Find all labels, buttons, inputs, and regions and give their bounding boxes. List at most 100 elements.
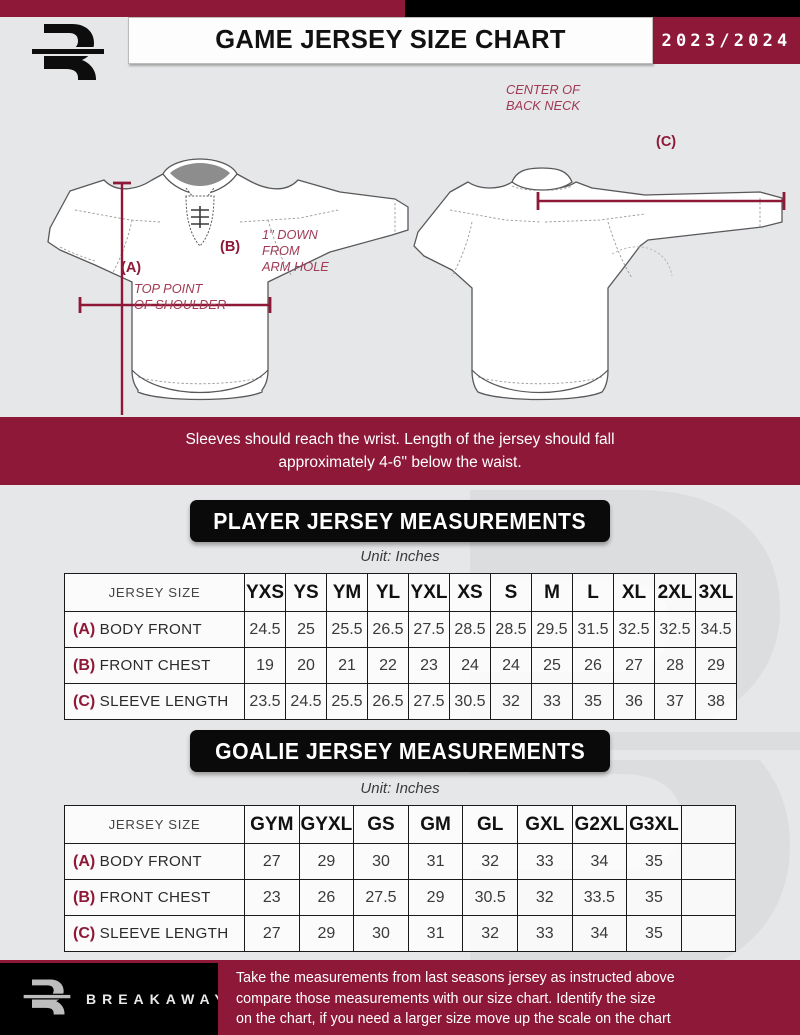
footer-instructions: Take the measurements from last seasons … [218,963,800,1035]
row-tag: (C) [73,924,100,942]
row-name: BODY FRONT [99,852,202,870]
front-measure-lines [78,181,272,438]
row-name: SLEEVE LENGTH [99,692,229,710]
size-header-yl: YL [367,573,409,612]
size-header-g2xl: G2XL [571,805,628,844]
table-row: (C) SLEEVE LENGTH 23.5 24.5 25.5 26.5 27.5 30.… [64,683,737,720]
player-section-title-text: PLAYER JERSEY MEASUREMENTS [213,507,587,534]
measurement-cell: 19 [244,647,286,684]
measurement-cell: 23.5 [244,683,286,720]
footer-line3: on the chart, if you need a larger size … [236,1011,671,1028]
measurement-cell: 23 [244,879,300,916]
size-header-gxl: GXL [516,805,573,844]
annotation-a-line1: TOP POINT [134,281,203,296]
measurement-cell: 38 [695,683,737,720]
measurement-cell: 29.5 [531,611,573,648]
jersey-diagrams: (A) TOP POINT OF SHOULDER (B) 1" DOWN FR… [0,70,800,438]
measurement-cell: 25 [531,647,573,684]
row-name: FRONT CHEST [99,888,211,906]
fit-note-banner: Sleeves should reach the wrist. Length o… [0,417,800,485]
annotation-c-tag: (C) [656,134,677,150]
measurement-cell: 27 [244,843,300,880]
size-header-l: L [572,573,614,612]
row-name: BODY FRONT [99,620,202,638]
goalie-table-body: JERSEY SIZE GYM GYXL GS GM GL GXL G2XL G3XL (A) B… [64,805,737,952]
breakaway-b-logo-icon [22,977,72,1022]
measurement-cell: 27 [613,647,655,684]
breakaway-b-logo-icon [28,20,108,80]
goalie-unit-label: Unit: Inches [360,780,440,797]
size-header-gl: GL [462,805,518,844]
measurement-cell: 29 [407,879,464,916]
measurement-cell: 24.5 [285,683,327,720]
measurement-cell [680,843,737,880]
footer-brand-name: BREAKAWAY [86,991,230,1007]
row-label: (A) BODY FRONT [64,611,245,648]
measurement-cell: 31 [407,843,464,880]
row-label: (A) BODY FRONT [64,843,245,880]
annotation-b-line2: FROM [262,243,300,258]
page-header: GAME JERSEY SIZE CHART 2023/2024 [0,17,800,80]
size-header-gm: GM [407,805,464,844]
size-header-2xl: 2XL [654,573,696,612]
measurement-cell: 35 [626,879,682,916]
fit-note-line2: approximately 4-6" below the waist. [278,454,522,471]
measurement-cell: 32 [516,879,573,916]
season-year-text: 2023/2024 [661,30,792,51]
row-label: (B) FRONT CHEST [64,879,245,916]
measurement-cell: 33 [531,683,573,720]
measurement-cell: 34.5 [695,611,737,648]
measurement-cell: 25.5 [326,683,368,720]
top-accent-strip [0,0,800,17]
footer-divider-rule [0,960,800,963]
row-name: FRONT CHEST [99,656,211,674]
measurement-cell: 35 [626,843,682,880]
top-strip-maroon [0,0,405,17]
measurement-cell: 32 [462,915,518,952]
page-title: GAME JERSEY SIZE CHART [128,17,653,64]
table-row: (C) SLEEVE LENGTH 27 29 30 31 32 33 34 35 [64,915,737,952]
annotation-b-line1: 1" DOWN [262,227,318,242]
row-tag: (C) [73,692,100,710]
measurement-cell: 24 [490,647,532,684]
size-header-m: M [531,573,573,612]
size-header-empty [680,805,737,844]
measurement-cell: 25 [285,611,327,648]
measurement-cell: 20 [285,647,327,684]
footer-instructions-text: Take the measurements from last seasons … [236,968,675,1030]
annotation-b-line3: ARM HOLE [262,259,329,274]
measurement-cell: 24.5 [244,611,286,648]
measurement-cell: 28 [654,647,696,684]
jersey-size-header: JERSEY SIZE [64,805,245,844]
table-header-row: JERSEY SIZE YXS YS YM YL YXL XS S M L XL 2XL 3XL [64,573,737,612]
size-header-ym: YM [326,573,368,612]
measurement-cell: 34 [571,843,628,880]
measurement-cell: 22 [367,647,409,684]
measurement-cell: 30 [353,915,409,952]
player-table-body: JERSEY SIZE YXS YS YM YL YXL XS S M L XL 2XL 3XL (A) … [64,573,737,720]
top-strip-black [405,0,800,17]
annotation-a-text: TOP POINT OF SHOULDER [134,281,226,313]
measurement-cell: 32 [490,683,532,720]
row-label: (B) FRONT CHEST [64,647,245,684]
annotation-c-line1: CENTER OF [506,82,580,97]
row-tag: (B) [73,656,100,674]
measurement-cell: 33 [516,843,573,880]
measurement-cell: 36 [613,683,655,720]
page-footer: BREAKAWAY Take the measurements from las… [0,963,800,1035]
measurement-cell: 31.5 [572,611,614,648]
measurement-cell: 30.5 [449,683,491,720]
season-year-badge: 2023/2024 [653,17,800,64]
annotation-a-tag: (A) [121,260,142,276]
size-header-yxl: YXL [408,573,450,612]
player-section-title: PLAYER JERSEY MEASUREMENTS [190,500,610,542]
measurement-cell: 26 [572,647,614,684]
measurement-cell: 33 [516,915,573,952]
measurement-cell: 23 [408,647,450,684]
measurement-cell: 27.5 [408,683,450,720]
fit-note-line1: Sleeves should reach the wrist. Length o… [185,431,615,448]
back-measure-line [536,192,786,210]
footer-line2: compare those measurements with our size… [236,990,656,1007]
footer-line1: Take the measurements from last seasons … [236,970,675,987]
footer-brand-block: BREAKAWAY [0,963,224,1035]
